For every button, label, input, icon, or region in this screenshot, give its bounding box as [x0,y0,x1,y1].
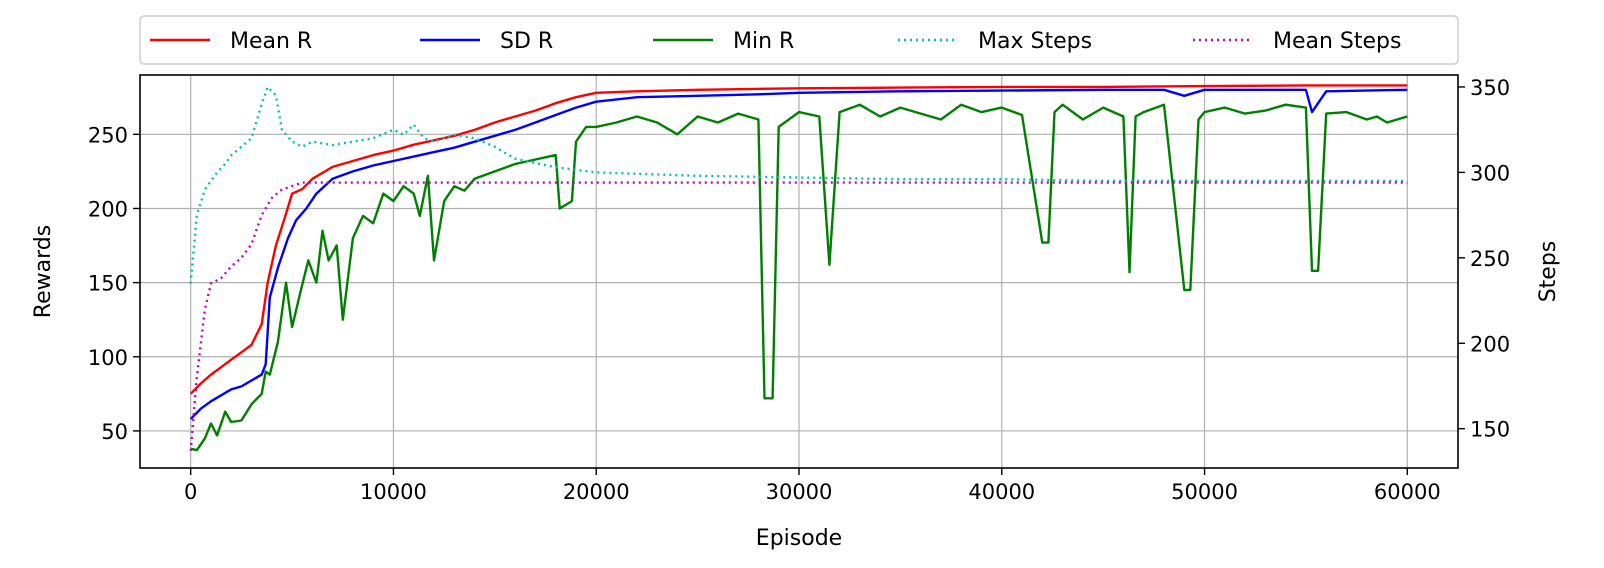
legend-label-sd-r: SD R [500,29,553,54]
y-tick-label: 150 [88,272,128,296]
x-tick-label: 40000 [968,480,1035,504]
legend-label-mean-steps: Mean Steps [1273,29,1402,54]
x-axis-ticks: 0 10000 20000 30000 40000 50000 60000 [184,468,1441,504]
y2-axis-label: Steps [1536,241,1561,303]
y-tick-label: 50 [101,420,128,444]
y2-tick-label: 200 [1470,332,1510,356]
legend-label-min-r: Min R [733,29,794,54]
x-tick-label: 0 [184,480,197,504]
y-axis-label: Rewards [31,225,56,318]
legend: Mean R SD R Min R Max Steps Mean Steps [139,15,1459,65]
y2-tick-label: 250 [1470,247,1510,271]
y2-axis-ticks: 150 200 250 300 350 [1458,76,1510,442]
series-line-mean-r [189,84,1408,395]
y-tick-label: 100 [88,346,128,370]
y2-tick-label: 350 [1470,76,1510,100]
x-axis-label: Episode [756,526,842,551]
y2-tick-label: 300 [1470,161,1510,185]
legend-label-mean-r: Mean R [230,29,312,54]
grid [140,75,1458,468]
series-lines [189,84,1408,452]
series-line-min-r [190,103,1408,452]
y-tick-label: 200 [88,197,128,221]
x-tick-label: 10000 [360,480,427,504]
x-tick-label: 20000 [563,480,630,504]
x-tick-label: 30000 [766,480,833,504]
y-tick-label: 250 [88,123,128,147]
y2-tick-label: 150 [1470,418,1510,442]
legend-label-max-steps: Max Steps [978,29,1092,54]
legend-box [139,15,1459,65]
x-tick-label: 60000 [1374,480,1441,504]
series-line-mean-steps [189,181,1408,451]
y-axis-ticks: 50 100 150 200 250 [88,123,140,444]
x-tick-label: 50000 [1171,480,1238,504]
series-line-sd-r [189,88,1408,420]
